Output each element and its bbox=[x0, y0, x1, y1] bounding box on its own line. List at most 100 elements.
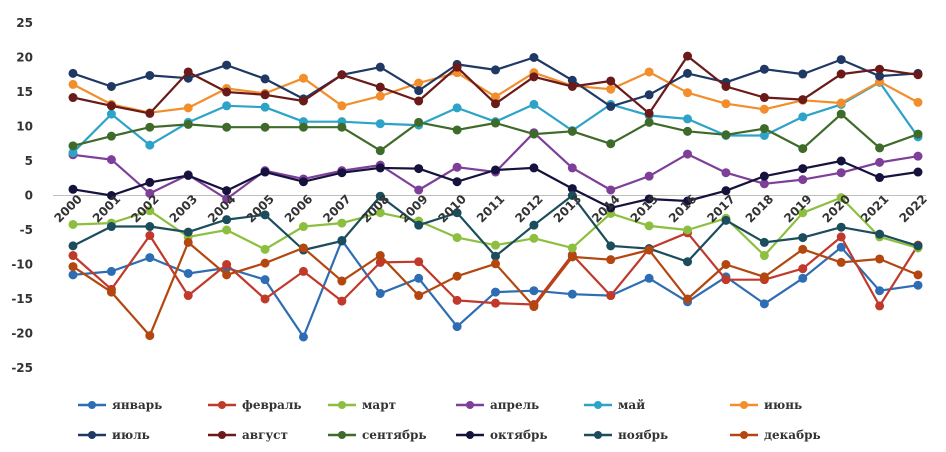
data-point bbox=[183, 227, 193, 237]
data-point bbox=[721, 275, 731, 285]
legend-label: октябрь bbox=[490, 428, 548, 442]
data-point bbox=[683, 196, 693, 206]
data-point bbox=[298, 243, 308, 253]
data-point bbox=[913, 129, 923, 139]
data-point bbox=[298, 122, 308, 132]
legend-marker bbox=[466, 431, 474, 439]
data-point bbox=[260, 244, 270, 254]
data-point bbox=[644, 194, 654, 204]
data-point bbox=[759, 237, 769, 247]
data-point bbox=[183, 67, 193, 77]
data-point bbox=[183, 119, 193, 129]
data-point bbox=[798, 233, 808, 243]
data-point bbox=[721, 260, 731, 269]
data-point bbox=[529, 302, 539, 312]
data-point bbox=[798, 273, 808, 283]
data-point bbox=[298, 96, 308, 106]
data-point bbox=[836, 109, 846, 119]
data-point bbox=[913, 280, 923, 290]
data-point bbox=[491, 65, 500, 75]
data-point bbox=[529, 72, 539, 82]
y-tick-label: -25 bbox=[11, 361, 33, 375]
data-point bbox=[452, 271, 462, 281]
data-point bbox=[68, 79, 78, 89]
data-point bbox=[337, 218, 347, 228]
data-point bbox=[68, 93, 78, 103]
data-point bbox=[644, 108, 654, 118]
legend-label: апрель bbox=[490, 398, 539, 412]
y-tick-label: -10 bbox=[11, 258, 33, 272]
data-point bbox=[298, 177, 308, 187]
data-point bbox=[337, 122, 347, 132]
data-point bbox=[183, 170, 193, 180]
data-point bbox=[491, 240, 500, 250]
data-point bbox=[183, 103, 193, 113]
data-point bbox=[644, 90, 654, 100]
data-point bbox=[298, 73, 308, 83]
data-point bbox=[260, 294, 270, 304]
data-point bbox=[759, 299, 769, 309]
x-tick-label: 2020 bbox=[820, 192, 854, 226]
data-point bbox=[414, 164, 424, 174]
data-point bbox=[913, 167, 923, 177]
data-point bbox=[683, 68, 693, 78]
x-tick-label: 2000 bbox=[51, 192, 85, 226]
data-point bbox=[913, 70, 923, 80]
data-point bbox=[759, 251, 769, 261]
data-point bbox=[222, 101, 232, 111]
data-point bbox=[298, 222, 308, 232]
data-point bbox=[452, 125, 462, 135]
legend-marker bbox=[594, 401, 602, 409]
data-point bbox=[260, 258, 270, 268]
legend-label: декабрь bbox=[764, 428, 821, 442]
data-point bbox=[836, 156, 846, 166]
data-point bbox=[836, 98, 846, 108]
data-point bbox=[798, 112, 808, 122]
data-point bbox=[836, 69, 846, 79]
data-point bbox=[683, 294, 693, 304]
data-point bbox=[567, 289, 577, 299]
data-point bbox=[68, 270, 78, 280]
data-point bbox=[491, 165, 500, 175]
data-point bbox=[452, 295, 462, 305]
data-point bbox=[375, 91, 385, 101]
data-point bbox=[260, 122, 270, 132]
data-point bbox=[222, 260, 232, 269]
legend-label: май bbox=[618, 398, 645, 412]
x-tick-label: 2022 bbox=[896, 192, 930, 226]
data-point bbox=[836, 55, 846, 65]
data-point bbox=[875, 301, 885, 311]
legend-marker bbox=[218, 401, 226, 409]
data-point bbox=[222, 215, 232, 225]
data-point bbox=[452, 162, 462, 172]
data-point bbox=[145, 253, 155, 263]
legend-label: январь bbox=[112, 398, 162, 412]
data-point bbox=[106, 101, 116, 111]
y-tick-label: 5 bbox=[25, 154, 33, 168]
data-point bbox=[145, 108, 155, 118]
data-point bbox=[68, 184, 78, 194]
data-point bbox=[529, 99, 539, 109]
y-tick-label: -20 bbox=[11, 327, 33, 341]
data-point bbox=[529, 163, 539, 173]
data-point bbox=[721, 215, 731, 225]
data-point bbox=[683, 51, 693, 61]
data-point bbox=[106, 191, 116, 200]
data-point bbox=[145, 188, 155, 198]
data-point bbox=[106, 81, 116, 91]
data-point bbox=[183, 268, 193, 278]
data-point bbox=[106, 222, 116, 232]
data-point bbox=[337, 168, 347, 178]
data-point bbox=[721, 168, 731, 178]
legend-label: август bbox=[242, 428, 288, 442]
data-point bbox=[491, 287, 500, 297]
legend-marker bbox=[88, 431, 96, 439]
data-point bbox=[68, 262, 78, 272]
data-point bbox=[68, 251, 78, 261]
data-point bbox=[644, 221, 654, 231]
data-point bbox=[798, 164, 808, 174]
data-point bbox=[145, 70, 155, 80]
data-point bbox=[68, 241, 78, 251]
data-point bbox=[106, 287, 116, 297]
legend-marker bbox=[740, 401, 748, 409]
